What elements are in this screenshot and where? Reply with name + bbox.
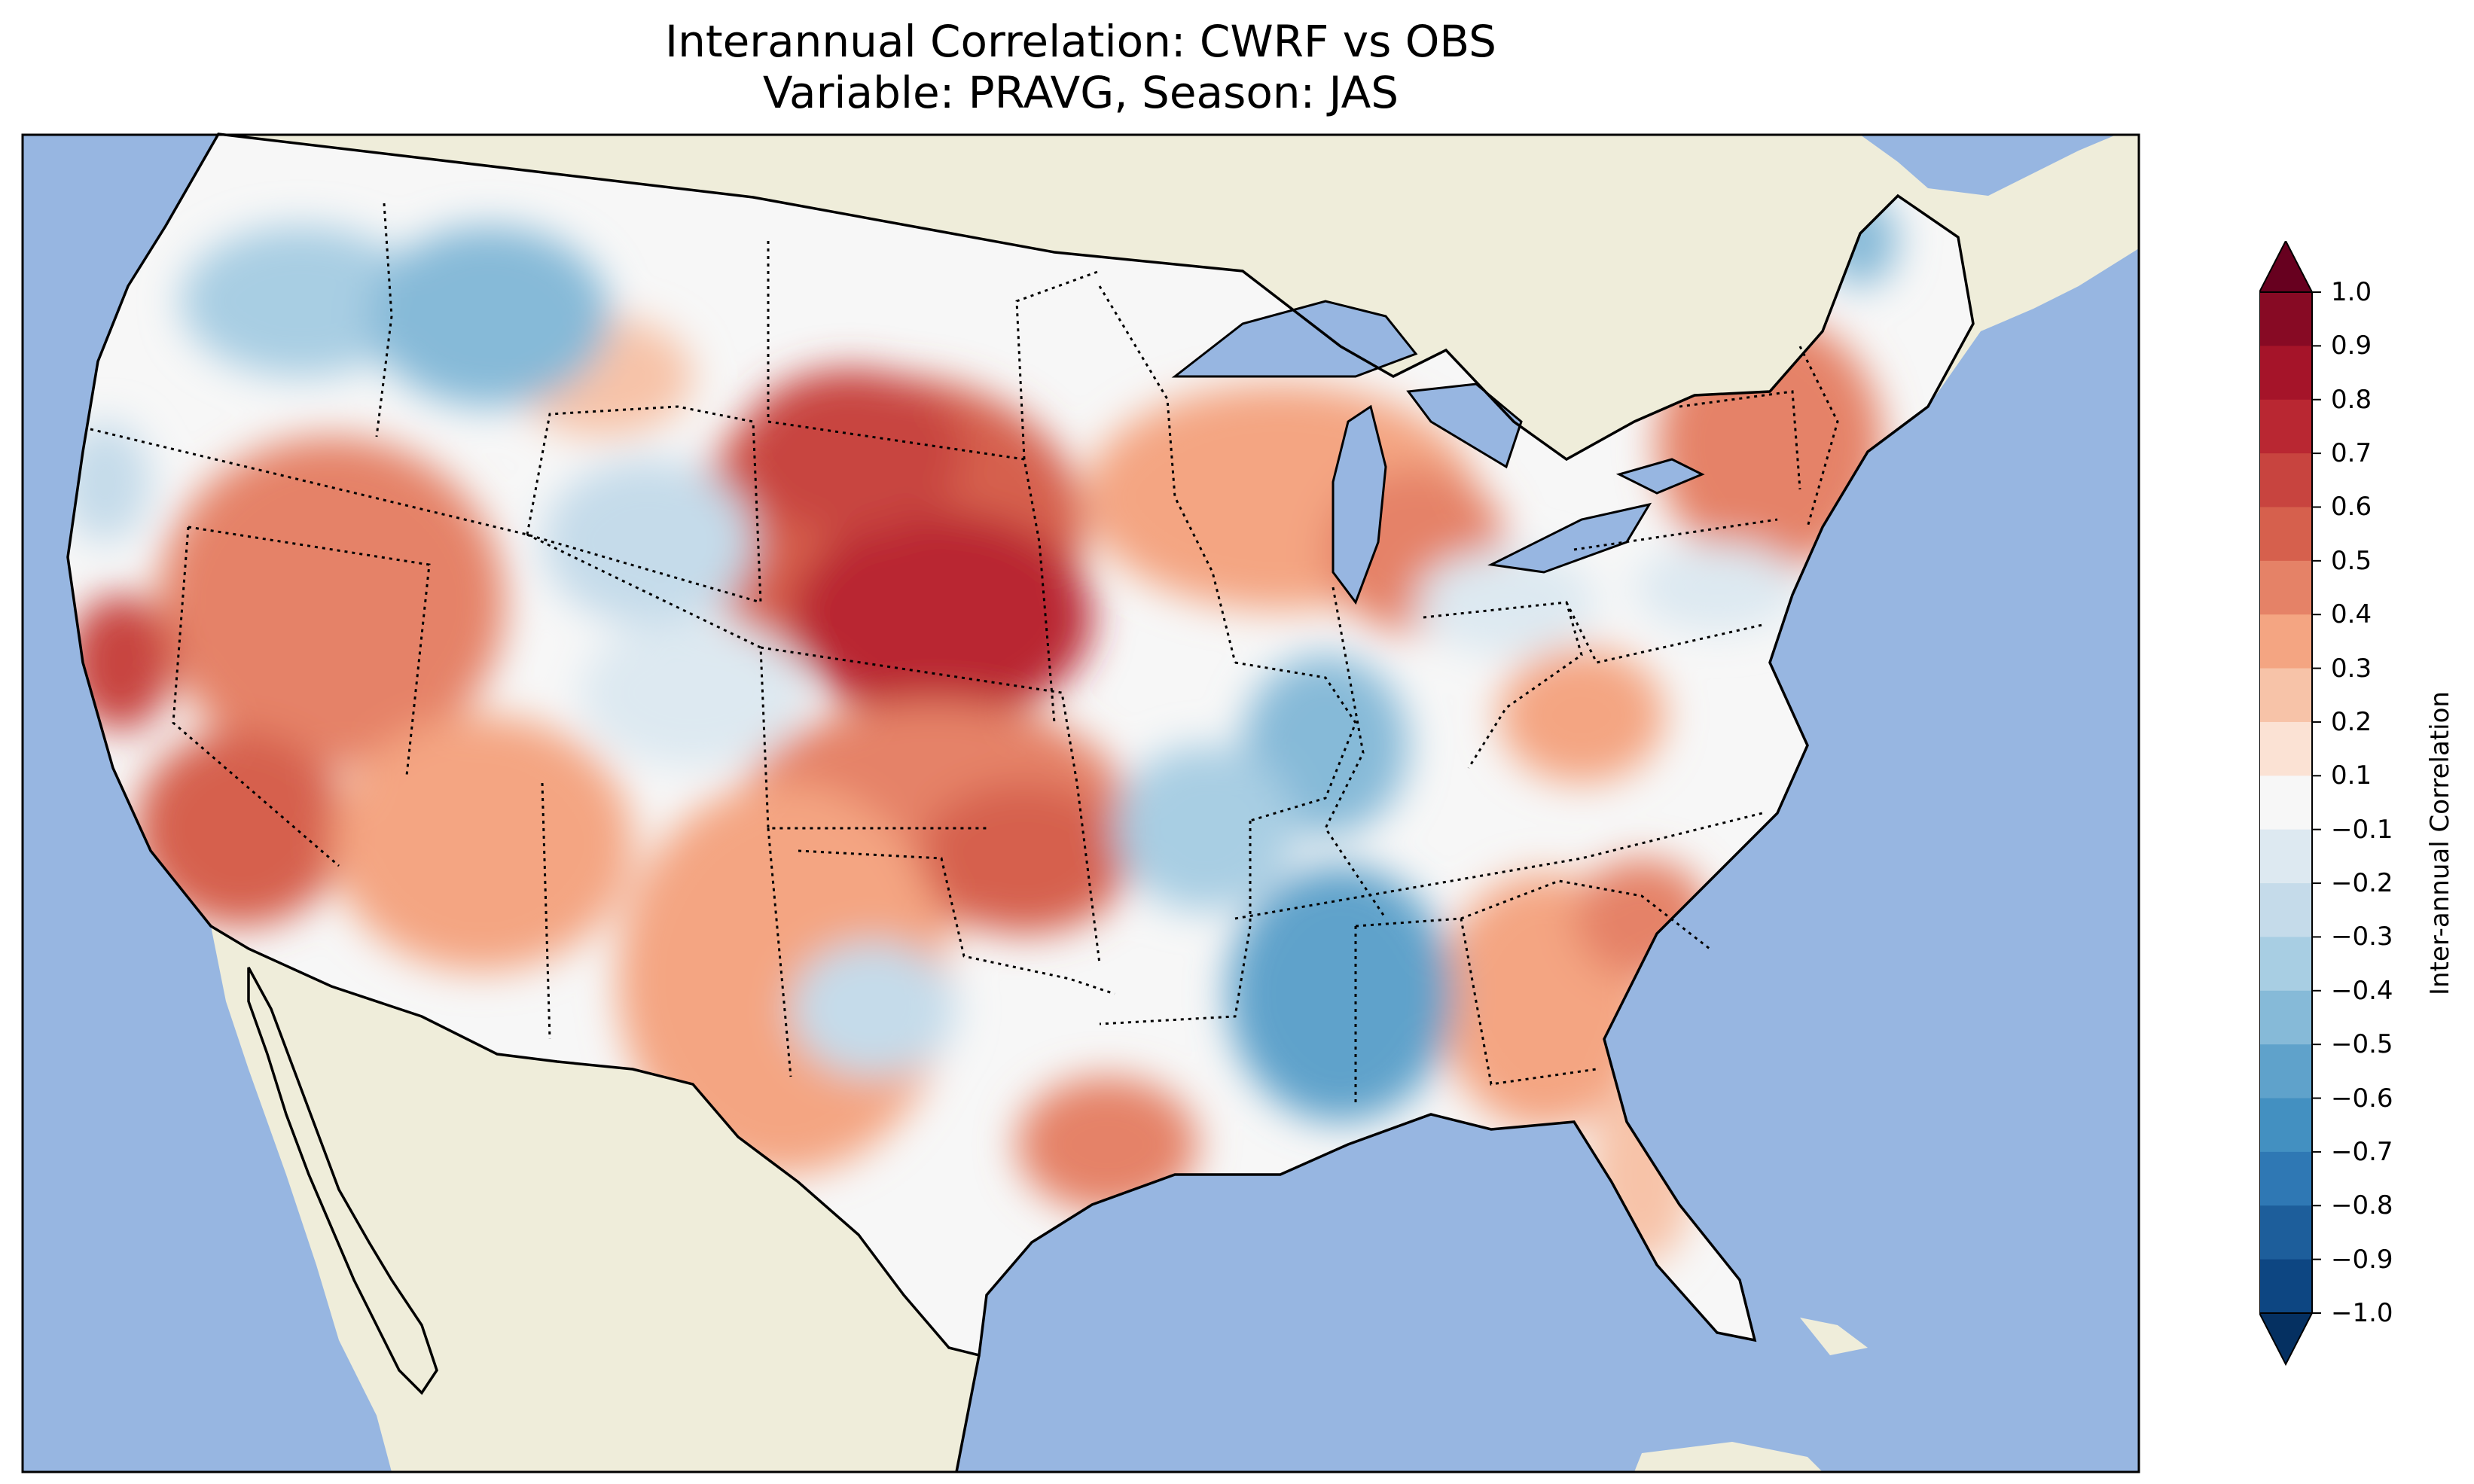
colorbar-tick-label: 0.2: [2331, 706, 2372, 737]
colorbar-band: [2259, 883, 2312, 937]
colorbar-tick-label: 0.5: [2331, 545, 2372, 576]
great-lakes: [1171, 300, 1705, 605]
colorbar-band: [2259, 1151, 2312, 1206]
colorbar-tick-label: 0.9: [2331, 331, 2372, 361]
baja-coastline: [247, 967, 438, 1395]
colorbar-tick-label: 0.6: [2331, 492, 2372, 523]
colorbar-tick-label: 1.0: [2331, 277, 2372, 307]
chart-title-line-1: Interannual Correlation: CWRF vs OBS: [664, 16, 1496, 67]
colorbar-segments: [2259, 241, 2314, 1367]
colorbar-tick-label: 0.3: [2331, 653, 2372, 684]
map-frame: [21, 133, 2140, 1473]
colorbar-band: [2259, 614, 2312, 669]
mexico-coastline: [955, 1354, 981, 1473]
colorbar: [2259, 241, 2321, 1367]
colorbar-band: [2259, 507, 2312, 562]
colorbar-tick-label: −0.3: [2331, 922, 2393, 952]
colorbar-band: [2259, 937, 2312, 992]
chart-title-line-2: Variable: PRAVG, Season: JAS: [762, 67, 1399, 118]
land-masses: [23, 134, 2139, 1472]
correlation-field: [68, 196, 1898, 1265]
colorbar-tick-label: 0.4: [2331, 599, 2372, 630]
colorbar-extend-max: [2259, 241, 2314, 293]
colorbar-band: [2259, 1044, 2312, 1099]
colorbar-tick-label: −0.9: [2331, 1244, 2393, 1275]
colorbar-band: [2259, 776, 2312, 830]
colorbar-band: [2259, 721, 2312, 776]
colorbar-tick-label: −0.6: [2331, 1083, 2393, 1114]
colorbar-tick-label: −0.5: [2331, 1029, 2393, 1060]
colorbar-band: [2259, 1205, 2312, 1260]
colorbar-extend-min: [2259, 1312, 2314, 1367]
colorbar-tickmarks: [2312, 291, 2321, 1314]
colorbar-band: [2259, 292, 2312, 346]
colorbar-band: [2259, 346, 2312, 401]
colorbar-tick-label: −0.7: [2331, 1136, 2393, 1167]
colorbar-band: [2259, 1259, 2312, 1314]
colorbar-band: [2259, 990, 2312, 1045]
colorbar-band: [2259, 668, 2312, 723]
colorbar-tick-label: −0.2: [2331, 868, 2393, 899]
colorbar-tick-label: −0.4: [2331, 975, 2393, 1006]
state-boundaries: [90, 203, 1839, 1107]
colorbar-tick-label: 0.8: [2331, 384, 2372, 415]
colorbar-label: Inter-annual Correlation: [2425, 691, 2455, 995]
colorbar-tick-label: 0.7: [2331, 438, 2372, 469]
colorbar-tick-label: −1.0: [2331, 1298, 2393, 1328]
colorbar-band: [2259, 1098, 2312, 1153]
colorbar-tick-label: −0.8: [2331, 1190, 2393, 1221]
colorbar-band: [2259, 829, 2312, 884]
colorbar-tick-label: −0.1: [2331, 814, 2393, 845]
colorbar-band: [2259, 560, 2312, 615]
colorbar-band: [2259, 453, 2312, 507]
colorbar-tick-label: 0.1: [2331, 760, 2372, 791]
colorbar-band: [2259, 399, 2312, 454]
